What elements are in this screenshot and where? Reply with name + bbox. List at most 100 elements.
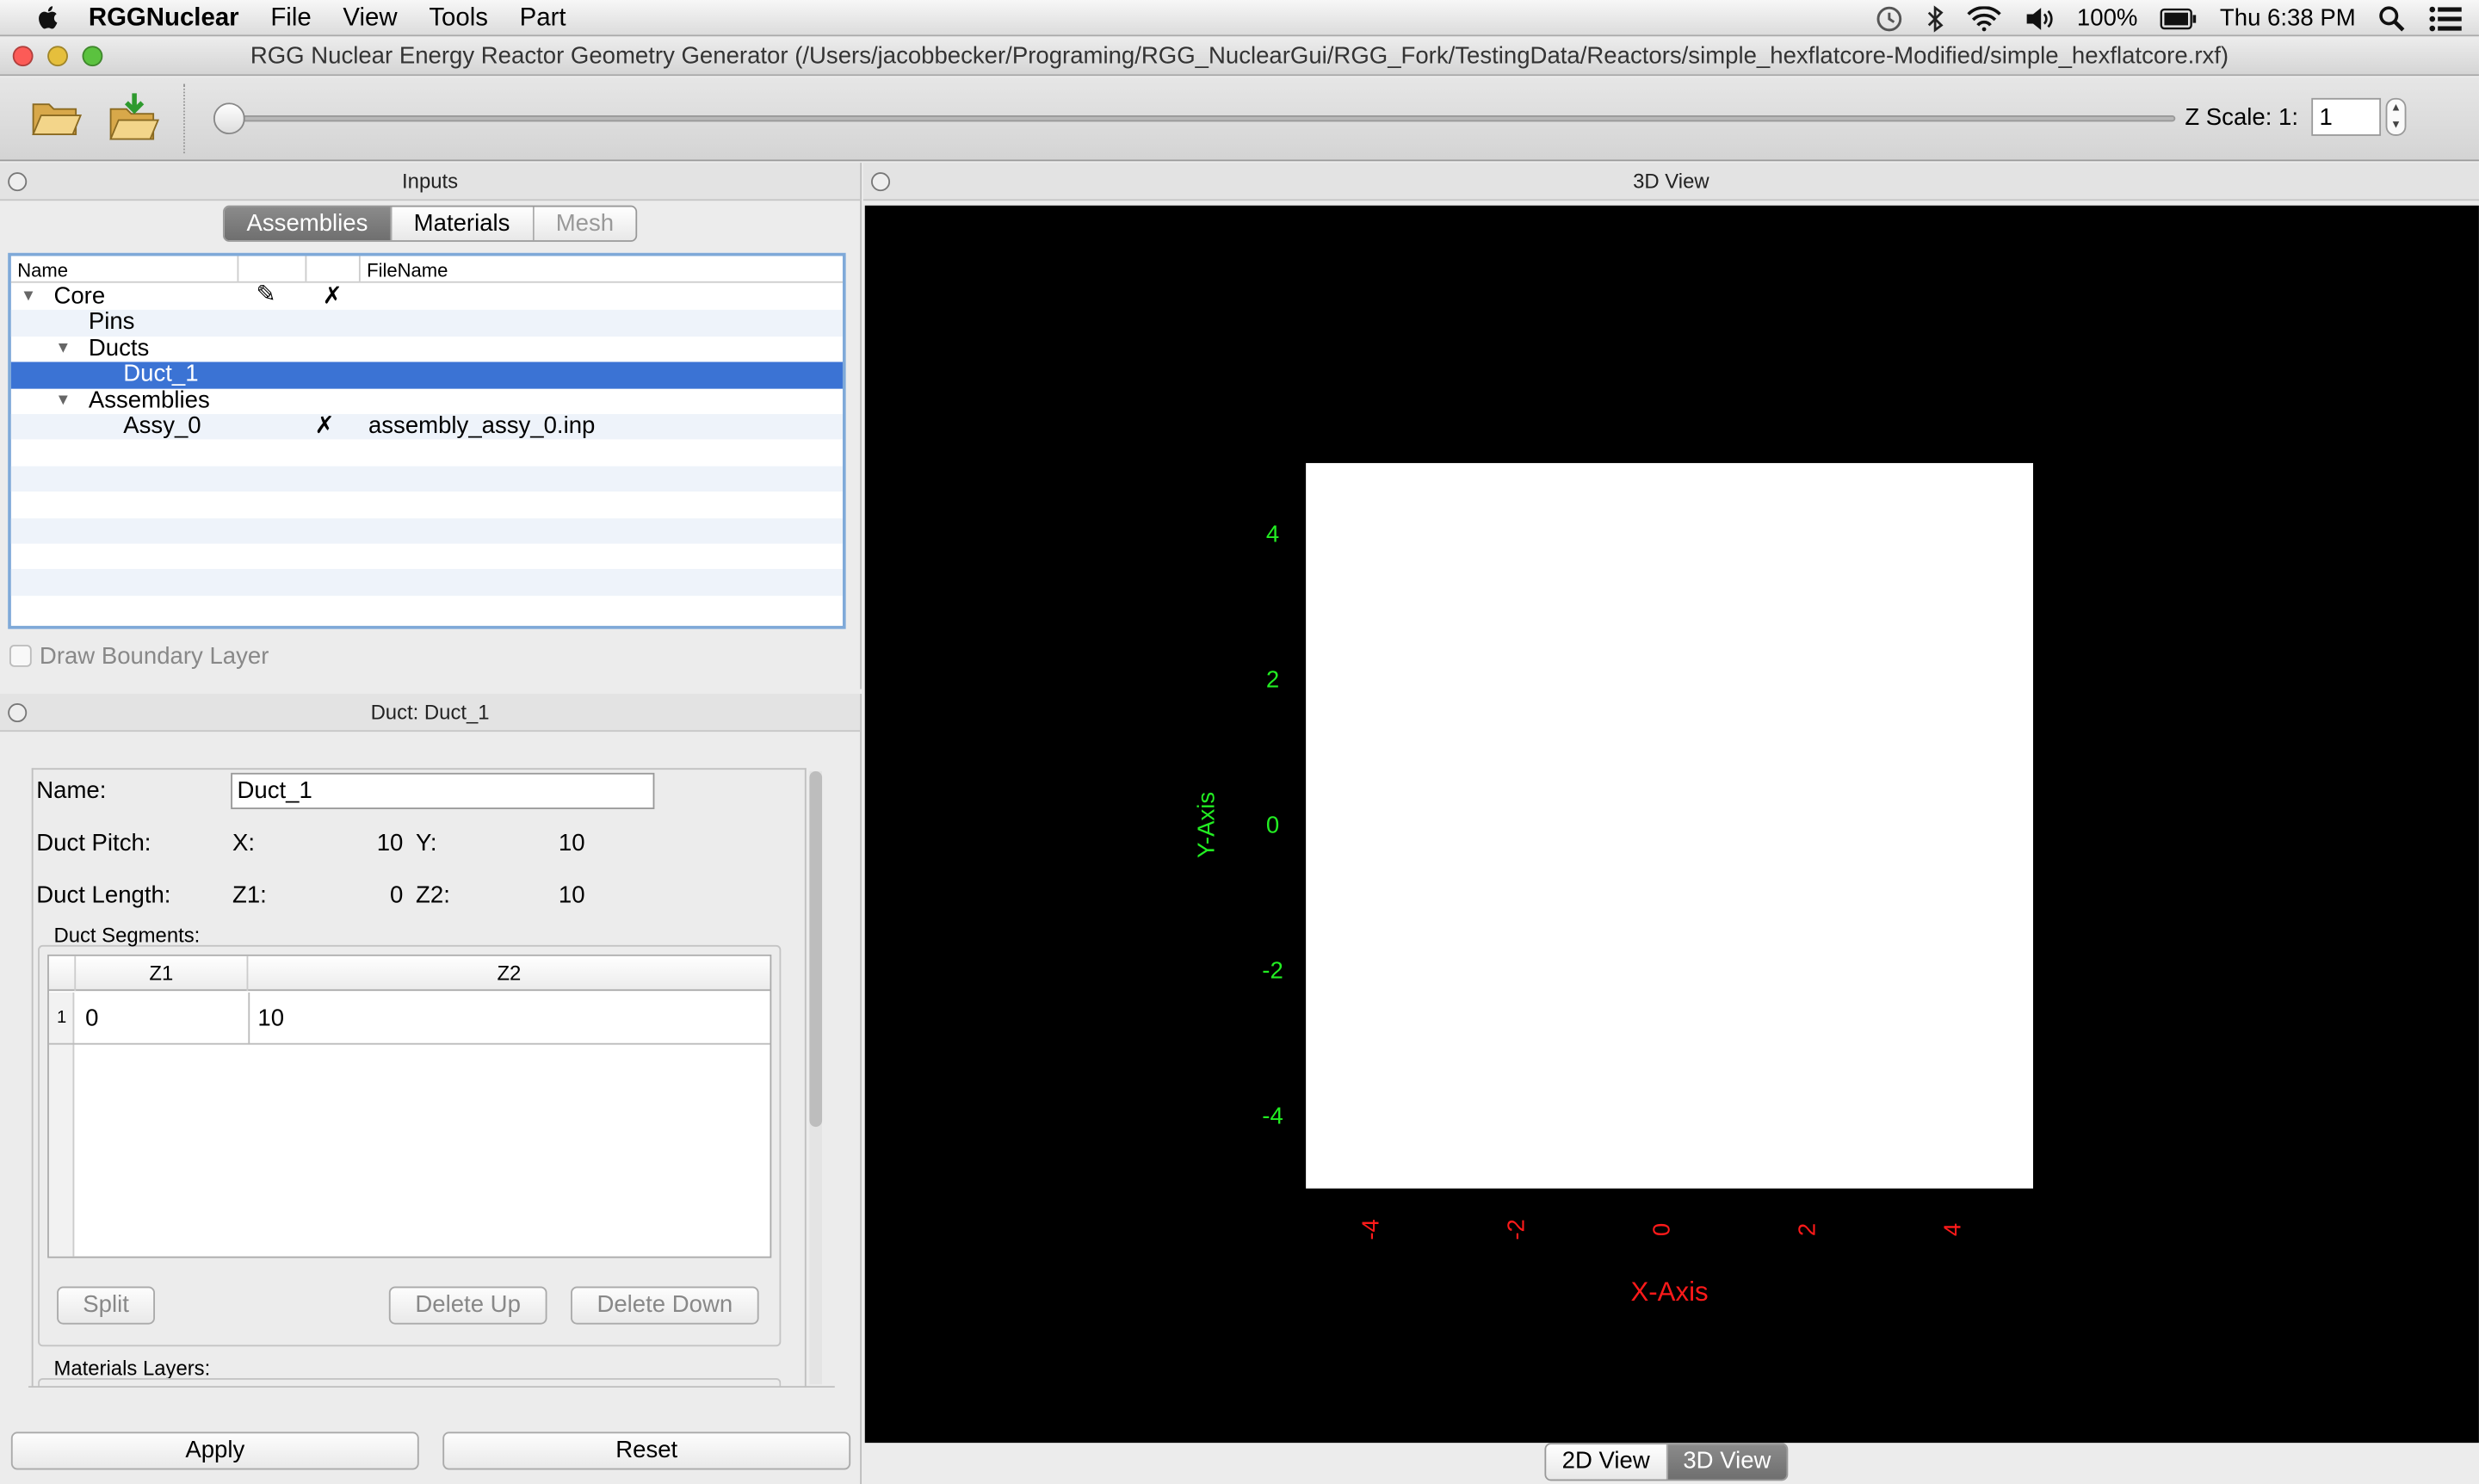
- apple-icon[interactable]: [34, 3, 63, 32]
- edit-pencil-icon[interactable]: ✎: [256, 281, 276, 309]
- tree-item-label: Pins: [88, 308, 135, 336]
- float-panel-icon[interactable]: [8, 703, 28, 723]
- tree-row[interactable]: ▼ Ducts: [11, 334, 843, 362]
- float-panel-icon[interactable]: [8, 172, 28, 192]
- menu-app-name[interactable]: RGGNuclear: [88, 3, 239, 31]
- status-mark[interactable]: ✗: [314, 412, 335, 440]
- spotlight-search-icon[interactable]: [2377, 4, 2406, 33]
- status-mark[interactable]: ✗: [322, 282, 343, 310]
- tree-row[interactable]: Duct_1: [10, 360, 843, 388]
- draw-boundary-checkbox[interactable]: [9, 645, 32, 667]
- z2-value[interactable]: 10: [558, 881, 585, 909]
- duct-form-scrollbar[interactable]: [809, 770, 823, 1385]
- expand-triangle-icon[interactable]: ▼: [55, 339, 71, 357]
- menu-tools[interactable]: Tools: [429, 3, 488, 31]
- z1-label: Z1:: [232, 881, 267, 909]
- tree-row-empty: [10, 466, 843, 492]
- tab-mesh[interactable]: Mesh: [534, 207, 636, 241]
- x-axis-label: X-Axis: [1630, 1277, 1708, 1307]
- tree-item-label: Assemblies: [88, 386, 210, 414]
- x-tick-label: -2: [1503, 1219, 1530, 1240]
- import-folder-icon: [109, 93, 160, 140]
- view-panel-header: 3D View: [862, 163, 2479, 201]
- clock[interactable]: Thu 6:38 PM: [2219, 4, 2356, 32]
- inputs-panel-header: Inputs: [0, 163, 861, 201]
- z1-value[interactable]: 0: [390, 881, 404, 909]
- z-slider-knob[interactable]: [213, 102, 245, 135]
- zscale-input[interactable]: [2311, 97, 2382, 136]
- delete-down-button[interactable]: Delete Down: [571, 1286, 759, 1325]
- tab-2d-view[interactable]: 2D View: [1546, 1444, 1667, 1480]
- apply-button[interactable]: Apply: [10, 1431, 419, 1470]
- menu-bar: RGGNuclear File View Tools Part 100% Thu…: [0, 0, 2479, 37]
- y-tick-label: 0: [1266, 812, 1279, 838]
- delete-up-button[interactable]: Delete Up: [388, 1286, 547, 1325]
- zoom-window-button[interactable]: [82, 46, 103, 67]
- tree-row[interactable]: ▼ Assemblies: [11, 386, 843, 414]
- split-button[interactable]: Split: [57, 1286, 155, 1325]
- duct-length-label: Duct Length:: [36, 881, 171, 909]
- segment-z2-cell[interactable]: 10: [257, 1005, 285, 1032]
- close-window-button[interactable]: [12, 46, 34, 67]
- col-header-filename[interactable]: FileName: [367, 259, 448, 281]
- pitch-x-label: X:: [232, 829, 256, 857]
- wifi-icon[interactable]: [1966, 5, 2001, 31]
- tab-3d-view[interactable]: 3D View: [1666, 1444, 1787, 1480]
- duct-name-input[interactable]: [231, 772, 655, 810]
- minimize-window-button[interactable]: [47, 46, 68, 67]
- segment-z1-cell[interactable]: 0: [85, 1005, 99, 1032]
- tree-item-filename: assembly_assy_0.inp: [368, 412, 596, 440]
- z-slider-track[interactable]: [221, 115, 2176, 122]
- battery-icon[interactable]: [2160, 7, 2198, 29]
- pitch-y-value[interactable]: 10: [558, 829, 585, 857]
- open-folder-icon: [32, 103, 83, 135]
- view-tabs: 2D View 3D View: [1544, 1443, 1789, 1481]
- expand-triangle-icon[interactable]: ▼: [55, 391, 71, 409]
- reset-button[interactable]: Reset: [442, 1431, 851, 1470]
- tree-row-empty: [10, 569, 843, 596]
- expand-triangle-icon[interactable]: ▼: [20, 288, 37, 306]
- x-tick-label: 0: [1648, 1223, 1675, 1236]
- tab-assemblies[interactable]: Assemblies: [224, 207, 392, 241]
- duct-pitch-label: Duct Pitch:: [36, 829, 151, 857]
- duct-panel-title: Duct: Duct_1: [370, 700, 490, 724]
- tree-row-empty: [11, 492, 843, 517]
- menu-part[interactable]: Part: [519, 3, 566, 31]
- materials-layers-label: Materials Layers:: [53, 1356, 211, 1380]
- tree-row-empty: [11, 440, 843, 466]
- scrollbar-thumb[interactable]: [809, 770, 823, 1128]
- battery-percent: 100%: [2076, 4, 2138, 32]
- open-file-button[interactable]: [28, 90, 85, 147]
- menu-file[interactable]: File: [270, 3, 312, 31]
- tree-row-empty: [11, 544, 843, 570]
- z2-label: Z2:: [416, 881, 450, 909]
- notification-center-icon[interactable]: [2428, 4, 2463, 33]
- seg-col-z2[interactable]: Z2: [497, 961, 522, 985]
- col-header-name[interactable]: Name: [17, 259, 69, 281]
- render-viewport[interactable]: 4 2 0 -2 -4 -4 -2 0 2 4 Y-Axis X-Axis: [864, 205, 2479, 1444]
- segments-table[interactable]: Z1 Z2 1 0 10: [47, 954, 772, 1258]
- tree-item-label: Core: [53, 282, 106, 310]
- segment-row[interactable]: 1 0 10: [48, 992, 770, 1045]
- volume-icon[interactable]: [2023, 5, 2055, 30]
- duct-segments-label: Duct Segments:: [53, 923, 201, 947]
- seg-col-z1[interactable]: Z1: [74, 955, 249, 992]
- zscale-stepper[interactable]: ▲ ▼: [2385, 97, 2407, 136]
- tab-materials[interactable]: Materials: [391, 207, 535, 241]
- tree-row[interactable]: Assy_0 ✗ assembly_assy_0.inp: [10, 412, 843, 441]
- bluetooth-icon[interactable]: [1926, 4, 1944, 33]
- view-panel-title: 3D View: [1633, 169, 1709, 193]
- inputs-panel-title: Inputs: [402, 169, 459, 193]
- segment-row-number: 1: [57, 1008, 67, 1028]
- tree-row[interactable]: ▼ Core ✎ ✗: [11, 281, 843, 310]
- pitch-x-value[interactable]: 10: [376, 829, 404, 857]
- import-button[interactable]: [106, 90, 163, 147]
- tree-item-label: Duct_1: [123, 360, 199, 388]
- assembly-tree[interactable]: Name FileName ▼ Core ✎ ✗ Pins ▼ Ducts Duct_1 ▼ As…: [8, 252, 846, 629]
- tree-row[interactable]: Pins: [10, 308, 843, 337]
- x-tick-label: 2: [1794, 1223, 1821, 1236]
- float-panel-icon[interactable]: [871, 172, 891, 192]
- menu-view[interactable]: View: [343, 3, 398, 31]
- time-machine-icon[interactable]: [1875, 4, 1903, 33]
- tree-item-label: Ducts: [88, 334, 150, 362]
